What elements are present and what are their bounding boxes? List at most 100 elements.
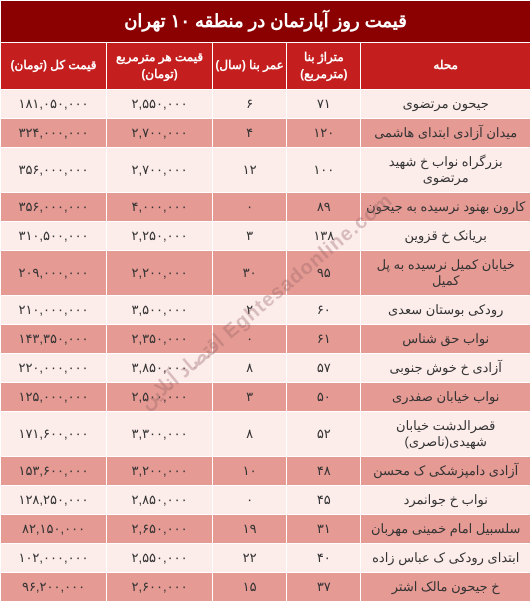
cell-age: ۰ [213,324,287,353]
cell-price_total: ۳۵۶,۰۰۰,۰۰۰ [1,192,107,221]
cell-price_sqm: ۲,۲۰۰,۰۰۰ [107,250,213,295]
table-row: خ جیحون مالک اشتر۳۷۱۵۲,۶۰۰,۰۰۰۹۶,۲۰۰,۰۰۰ [1,572,531,601]
cell-area: ۳۷ [287,572,361,601]
cell-area: ۴۸ [287,456,361,485]
cell-area: ۴۵ [287,485,361,514]
cell-price_sqm: ۲,۸۵۰,۰۰۰ [107,485,213,514]
cell-price_sqm: ۲,۷۰۰,۰۰۰ [107,147,213,192]
table-title: قیمت روز آپارتمان در منطقه ۱۰ تهران [1,1,531,43]
table-row: بزرگراه نواب خ شهید مرتضوی۱۰۰۱۲۲,۷۰۰,۰۰۰… [1,147,531,192]
cell-price_total: ۲۱۰,۰۰۰,۰۰۰ [1,295,107,324]
table-row: آزادی دامپزشکی ک محسن۴۸۱۰۳,۲۰۰,۰۰۰۱۵۳,۶۰… [1,456,531,485]
cell-location: کارون بهنود نرسیده به جیحون [361,192,531,221]
table-body: جیحون مرتضوی۷۱۶۲,۵۵۰,۰۰۰۱۸۱,۰۵۰,۰۰۰میدان… [1,89,531,601]
table-row: ابتدای رودکی ک عباس زاده۴۰۲۲۲,۵۵۰,۰۰۰۱۰۲… [1,543,531,572]
cell-age: ۱۲ [213,147,287,192]
cell-location: خیابان کمیل نرسیده به پل کمیل [361,250,531,295]
cell-price_sqm: ۳,۸۵۰,۰۰۰ [107,353,213,382]
cell-price_total: ۱۲۵,۰۰۰,۰۰۰ [1,382,107,411]
cell-area: ۵۰ [287,382,361,411]
table-row: خیابان کمیل نرسیده به پل کمیل۹۵۳۰۲,۲۰۰,۰… [1,250,531,295]
cell-area: ۶۰ [287,295,361,324]
table-row: جیحون مرتضوی۷۱۶۲,۵۵۰,۰۰۰۱۸۱,۰۵۰,۰۰۰ [1,89,531,118]
cell-location: جیحون مرتضوی [361,89,531,118]
col-header-price-total: قیمت کل (تومان) [1,43,107,90]
cell-area: ۵۲ [287,411,361,456]
cell-location: خ جیحون مالک اشتر [361,572,531,601]
cell-area: ۱۲۰ [287,118,361,147]
cell-price_total: ۳۱۰,۵۰۰,۰۰۰ [1,221,107,250]
table-row: نواب حق شناس۶۱۰۲,۳۵۰,۰۰۰۱۴۳,۳۵۰,۰۰۰ [1,324,531,353]
cell-price_sqm: ۲,۷۰۰,۰۰۰ [107,118,213,147]
cell-area: ۱۰۰ [287,147,361,192]
cell-age: ۸ [213,353,287,382]
cell-price_total: ۲۲۰,۰۰۰,۰۰۰ [1,353,107,382]
cell-price_total: ۱۸۱,۰۵۰,۰۰۰ [1,89,107,118]
cell-location: آزادی خ خوش جنوبی [361,353,531,382]
cell-area: ۳۱ [287,514,361,543]
cell-area: ۴۰ [287,543,361,572]
cell-area: ۷۱ [287,89,361,118]
table-row: کارون بهنود نرسیده به جیحون۸۹۰۴,۰۰۰,۰۰۰۳… [1,192,531,221]
cell-location: میدان آزادی ابتدای هاشمی [361,118,531,147]
cell-price_sqm: ۲,۵۰۰,۰۰۰ [107,382,213,411]
cell-price_total: ۲۰۹,۰۰۰,۰۰۰ [1,250,107,295]
cell-location: نواب خ جوانمرد [361,485,531,514]
cell-location: سلسبیل امام خمینی مهربان [361,514,531,543]
cell-price_sqm: ۳,۵۰۰,۰۰۰ [107,295,213,324]
cell-price_sqm: ۴,۰۰۰,۰۰۰ [107,192,213,221]
cell-price_total: ۱۴۳,۳۵۰,۰۰۰ [1,324,107,353]
cell-price_sqm: ۲,۵۵۰,۰۰۰ [107,89,213,118]
cell-age: ۱۵ [213,572,287,601]
cell-area: ۵۷ [287,353,361,382]
cell-price_total: ۳۵۶,۰۰۰,۰۰۰ [1,147,107,192]
table-row: قصرالدشت خیابان شهیدی(ناصری)۵۲۸۳,۳۰۰,۰۰۰… [1,411,531,456]
table-row: میدان آزادی ابتدای هاشمی۱۲۰۴۲,۷۰۰,۰۰۰۳۲۴… [1,118,531,147]
cell-age: ۶ [213,89,287,118]
col-header-age: عمر بنا (سال) [213,43,287,90]
cell-age: ۳۰ [213,250,287,295]
cell-price_sqm: ۲,۵۵۰,۰۰۰ [107,543,213,572]
cell-location: آزادی دامپزشکی ک محسن [361,456,531,485]
cell-price_sqm: ۲,۲۵۰,۰۰۰ [107,221,213,250]
cell-location: نواب حق شناس [361,324,531,353]
col-header-price-sqm: قیمت هر مترمربع (تومان) [107,43,213,90]
cell-age: ۲ [213,295,287,324]
col-header-area: متراژ بنا (مترمربع) [287,43,361,90]
cell-area: ۸۹ [287,192,361,221]
table-row: آزادی خ خوش جنوبی۵۷۸۳,۸۵۰,۰۰۰۲۲۰,۰۰۰,۰۰۰ [1,353,531,382]
cell-age: ۰ [213,192,287,221]
price-table: قیمت روز آپارتمان در منطقه ۱۰ تهران محله… [0,0,531,602]
cell-price_total: ۱۲۸,۲۵۰,۰۰۰ [1,485,107,514]
cell-age: ۴ [213,118,287,147]
cell-price_sqm: ۳,۲۰۰,۰۰۰ [107,456,213,485]
cell-price_sqm: ۲,۳۵۰,۰۰۰ [107,324,213,353]
cell-age: ۲۲ [213,543,287,572]
cell-location: ابتدای رودکی ک عباس زاده [361,543,531,572]
cell-age: ۱۹ [213,514,287,543]
price-table-container: Eghtesadonline.com اقتصاد آنلاین قیمت رو… [0,0,531,602]
cell-price_sqm: ۳,۳۰۰,۰۰۰ [107,411,213,456]
cell-age: ۳ [213,221,287,250]
table-row: سلسبیل امام خمینی مهربان۳۱۱۹۲,۶۵۰,۰۰۰۸۲,… [1,514,531,543]
cell-location: رودکی بوستان سعدی [361,295,531,324]
cell-location: قصرالدشت خیابان شهیدی(ناصری) [361,411,531,456]
col-header-location: محله [361,43,531,90]
title-row: قیمت روز آپارتمان در منطقه ۱۰ تهران [1,1,531,43]
cell-area: ۹۵ [287,250,361,295]
cell-price_total: ۸۲,۱۵۰,۰۰۰ [1,514,107,543]
cell-price_total: ۳۲۴,۰۰۰,۰۰۰ [1,118,107,147]
table-row: نواب خ جوانمرد۴۵۰۲,۸۵۰,۰۰۰۱۲۸,۲۵۰,۰۰۰ [1,485,531,514]
cell-price_total: ۱۵۳,۶۰۰,۰۰۰ [1,456,107,485]
cell-age: ۳ [213,382,287,411]
table-row: رودکی بوستان سعدی۶۰۲۳,۵۰۰,۰۰۰۲۱۰,۰۰۰,۰۰۰ [1,295,531,324]
cell-location: بریانک خ قزوین [361,221,531,250]
cell-age: ۱۰ [213,456,287,485]
cell-price_sqm: ۲,۶۵۰,۰۰۰ [107,514,213,543]
header-row: محله متراژ بنا (مترمربع) عمر بنا (سال) ق… [1,43,531,90]
cell-price_total: ۹۶,۲۰۰,۰۰۰ [1,572,107,601]
cell-age: ۰ [213,485,287,514]
table-row: بریانک خ قزوین۱۳۸۳۲,۲۵۰,۰۰۰۳۱۰,۵۰۰,۰۰۰ [1,221,531,250]
cell-location: بزرگراه نواب خ شهید مرتضوی [361,147,531,192]
cell-area: ۱۳۸ [287,221,361,250]
